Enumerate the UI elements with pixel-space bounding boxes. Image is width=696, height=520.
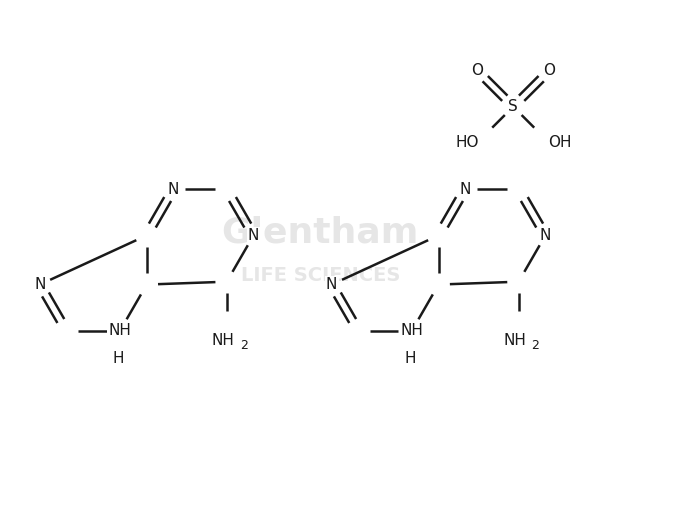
Text: NH: NH: [109, 323, 132, 339]
Text: O: O: [470, 63, 483, 78]
Text: H: H: [404, 350, 416, 366]
Text: N: N: [248, 228, 259, 243]
Text: HO: HO: [455, 135, 479, 150]
Text: N: N: [34, 277, 45, 292]
Text: Glentham: Glentham: [221, 215, 419, 249]
Text: OH: OH: [548, 135, 571, 150]
Text: 2: 2: [532, 339, 539, 352]
Text: N: N: [459, 181, 471, 197]
Text: S: S: [508, 99, 518, 114]
Text: H: H: [112, 350, 124, 366]
Text: LIFE SCIENCES: LIFE SCIENCES: [241, 266, 400, 285]
Text: N: N: [326, 277, 338, 292]
Text: NH: NH: [400, 323, 423, 339]
Text: NH: NH: [503, 333, 526, 348]
Text: N: N: [168, 181, 179, 197]
Text: N: N: [539, 228, 551, 243]
Text: 2: 2: [239, 339, 248, 352]
Text: NH: NH: [212, 333, 235, 348]
Text: O: O: [544, 63, 555, 78]
